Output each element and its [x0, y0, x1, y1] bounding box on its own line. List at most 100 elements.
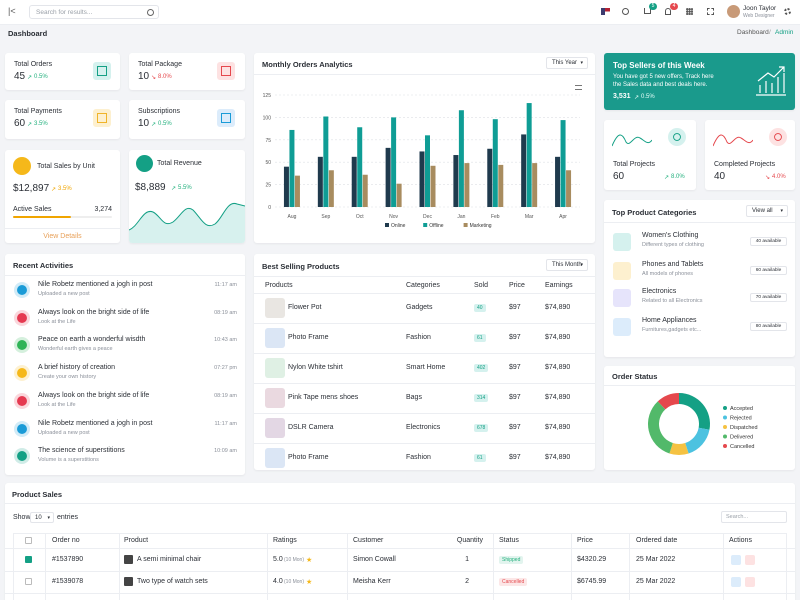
legend-swatch	[463, 223, 468, 227]
activity-title: A brief history of creation	[38, 364, 116, 372]
order-no: #1537890	[52, 556, 84, 563]
legend-swatch	[723, 444, 727, 448]
column-border	[723, 533, 724, 600]
settings-icon[interactable]	[784, 8, 791, 15]
product-thumb	[265, 448, 285, 468]
category-desc: Different types of clothing	[642, 242, 704, 248]
page-size-select[interactable]: 10 ▾	[30, 512, 54, 523]
activity-subtitle: Volume is a superstitions	[38, 457, 99, 464]
edit-button[interactable]	[731, 576, 741, 587]
product-price: $97	[509, 454, 521, 461]
header-checkbox[interactable]	[25, 537, 32, 544]
dropdown[interactable]: This Year ▾	[546, 57, 588, 69]
notification-icon[interactable]	[665, 8, 671, 15]
divider	[5, 228, 120, 229]
product-name: Pink Tape mens shoes	[288, 394, 359, 401]
category-icon	[613, 289, 631, 307]
collapse-button[interactable]: |<	[8, 6, 16, 16]
category-name: Home Appliances	[642, 317, 697, 324]
product-thumb	[265, 358, 285, 378]
flag[interactable]	[601, 8, 610, 15]
theme-toggle[interactable]	[622, 8, 629, 15]
column-header: Ordered date	[636, 537, 678, 544]
column-header: Status	[499, 537, 519, 544]
column-header: Earnings	[545, 282, 573, 289]
delete-button[interactable]	[745, 576, 755, 587]
activity-title: Always look on the bright side of life	[38, 391, 150, 399]
order-status-card: Order Status Accepted Rejected Dispatched De…	[604, 366, 795, 470]
activity-time: 08:19 am	[214, 309, 237, 316]
search-box[interactable]: Search for results...	[29, 5, 159, 19]
edit-button[interactable]	[731, 555, 741, 565]
product-earnings: $74,890	[545, 394, 571, 401]
stat-label: Total Package	[138, 61, 182, 68]
avatar[interactable]	[727, 5, 740, 18]
row-checkbox[interactable]	[25, 577, 32, 585]
column-header: Quantity	[456, 537, 483, 544]
view-details-link[interactable]: View Details	[43, 233, 82, 240]
product-earnings: $74,890	[545, 424, 571, 431]
bar	[283, 166, 289, 207]
rating-note: (10 Mon)	[284, 578, 305, 585]
legend-swatch	[423, 223, 428, 227]
card-title: Recent Activities	[13, 261, 74, 270]
divider	[254, 383, 595, 384]
entries-label: entries	[57, 514, 79, 521]
x-tick-label: Dec	[423, 214, 432, 220]
legend-label: Marketing	[470, 223, 492, 229]
customer: Meisha Kerr	[353, 577, 391, 585]
page-title: Dashboard	[8, 29, 48, 38]
dropdown[interactable]: View all ▾	[746, 205, 788, 217]
breadcrumb-link[interactable]: Dashboard	[737, 29, 769, 36]
product-price: $97	[509, 364, 521, 371]
progress-fill	[13, 216, 71, 218]
trend-arrow: ↘	[765, 175, 771, 181]
bar	[555, 156, 561, 207]
trend-arrow: ↗	[634, 95, 640, 101]
project-value: 60	[613, 171, 625, 182]
active-label: Active Sales	[13, 206, 52, 213]
trend-arrow: ↗	[27, 75, 33, 81]
donut-slice	[648, 401, 673, 454]
revenue-icon	[136, 155, 153, 172]
divider	[254, 413, 595, 414]
recent-activities-card: Recent Activities Nile Robetz mentioned a…	[5, 254, 245, 475]
table-search[interactable]: Search...	[721, 511, 787, 523]
delete-button[interactable]	[745, 555, 755, 565]
category-badge: 60 available	[750, 266, 787, 275]
activity-time: 11:17 am	[214, 420, 237, 427]
activity-title: Peace on earth a wonderful wisdth	[38, 336, 146, 344]
bar	[351, 156, 357, 207]
fullscreen-icon[interactable]	[707, 8, 714, 15]
row-checkbox[interactable]	[25, 556, 32, 563]
dropdown[interactable]: This Month ▾	[546, 259, 588, 271]
legend-swatch	[723, 434, 727, 439]
product-name: Flower Pot	[288, 304, 322, 311]
rating-note: (10 Mon)	[284, 557, 305, 563]
divider	[254, 353, 595, 354]
legend-swatch	[723, 425, 727, 429]
stat-value: 60	[14, 118, 26, 129]
trend-arrow: ↗	[51, 187, 57, 193]
card-title: Best Selling Products	[262, 262, 340, 271]
divider	[5, 571, 795, 572]
chart-menu[interactable]	[575, 85, 582, 90]
x-tick-label: Mar	[525, 214, 534, 220]
activity-subtitle: Look at the Life	[38, 401, 76, 408]
stat-value: 45	[14, 71, 26, 82]
product-thumb	[265, 298, 285, 318]
top-sellers-text: You have got 5 new offers, Track here th…	[613, 74, 714, 88]
top-sellers-card: Top Sellers of this Week You have got 5 n…	[604, 53, 795, 110]
cart-icon[interactable]	[644, 8, 651, 14]
sold-badge: 61	[474, 334, 486, 342]
sales-icon	[13, 157, 31, 175]
apps-icon[interactable]	[686, 8, 693, 15]
stat-value: 10	[138, 118, 150, 129]
divider	[5, 592, 795, 594]
user-role: Web Designer	[743, 13, 775, 19]
card-title: Top Product Categories	[612, 208, 697, 217]
product-name: A semi minimal chair	[137, 556, 202, 563]
column-border	[347, 533, 348, 600]
user-name: Joon Taylor	[743, 5, 777, 12]
breadcrumb-separator: /	[769, 29, 771, 36]
